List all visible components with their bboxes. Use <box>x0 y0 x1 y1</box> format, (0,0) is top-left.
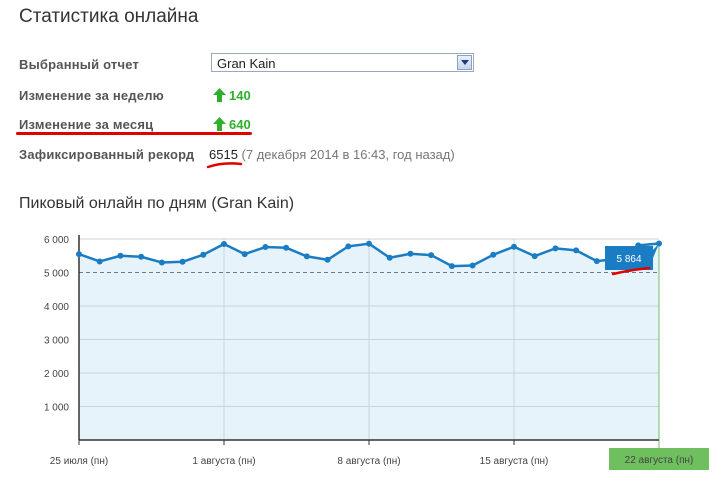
page-title: Статистика онлайна <box>19 6 199 27</box>
data-point <box>158 259 165 266</box>
online-chart: 1 000 2 000 3 000 4 000 5 000 6 000 25 июля (п… <box>44 235 709 470</box>
data-point <box>573 247 580 254</box>
data-point <box>407 250 414 257</box>
data-point <box>366 240 372 247</box>
week-value-text: 140 <box>229 88 251 103</box>
y-tick-label: 5 000 <box>44 269 69 280</box>
month-value-text: 640 <box>229 117 251 132</box>
data-point <box>490 251 497 258</box>
data-point <box>283 244 290 251</box>
up-arrow-icon <box>213 117 226 131</box>
data-point <box>531 253 538 260</box>
data-point <box>138 253 145 260</box>
up-arrow-icon <box>213 88 226 102</box>
data-point <box>117 252 124 259</box>
tooltip-box <box>605 246 653 270</box>
x-tick-label: 25 июля (пн) <box>50 456 108 467</box>
record-note: (7 декабря 2014 в 16:43, год назад) <box>241 147 455 162</box>
data-point <box>262 244 269 251</box>
month-row: Изменение за месяц 640 <box>19 117 251 132</box>
data-point <box>179 258 186 265</box>
data-point <box>428 252 435 259</box>
report-select-value: Gran Kain <box>217 56 276 71</box>
week-row: Изменение за неделю 140 <box>19 88 251 103</box>
data-point <box>324 256 331 263</box>
report-select[interactable]: Gran Kain <box>211 53 474 72</box>
data-point <box>511 243 517 250</box>
data-point <box>345 243 352 250</box>
x-tick-label: 8 августа (пн) <box>337 456 400 467</box>
data-point <box>448 263 455 270</box>
current-day-label-bg <box>609 448 709 470</box>
chart-title: Пиковый онлайн по дням (Gran Kain) <box>19 195 295 212</box>
data-point <box>386 254 393 261</box>
record-red-underline <box>206 162 243 169</box>
y-tick-label: 6 000 <box>44 235 69 246</box>
tooltip-red-underline <box>611 266 651 276</box>
tooltip-value: 5 864 <box>616 254 641 265</box>
report-label: Выбранный отчет <box>19 57 140 72</box>
data-point <box>221 241 227 248</box>
data-point <box>552 245 559 252</box>
record-value: 6515 (7 декабря 2014 в 16:43, год назад) <box>209 147 455 162</box>
week-value: 140 <box>213 88 251 103</box>
month-red-underline <box>16 132 252 135</box>
y-tick-label: 1 000 <box>44 403 69 414</box>
data-point <box>200 251 207 258</box>
month-value: 640 <box>213 117 251 132</box>
record-row: Зафиксированный рекорд 6515 (7 декабря 2… <box>19 147 455 162</box>
data-point <box>96 258 103 265</box>
data-point <box>593 258 600 265</box>
y-tick-label: 3 000 <box>44 336 69 347</box>
data-point <box>303 253 310 260</box>
chevron-down-icon[interactable] <box>457 55 472 70</box>
record-label: Зафиксированный рекорд <box>19 147 195 162</box>
y-tick-label: 4 000 <box>44 302 69 313</box>
y-tick-label: 2 000 <box>44 369 69 380</box>
report-row: Выбранный отчет <box>19 57 139 72</box>
data-point <box>469 262 476 269</box>
x-tick-label: 1 августа (пн) <box>192 456 255 467</box>
record-number: 6515 <box>209 147 238 162</box>
x-tick-label: 15 августа (пн) <box>480 456 549 467</box>
week-label: Изменение за неделю <box>19 88 164 103</box>
x-tick-label: 22 августа (пн) <box>625 455 694 466</box>
data-point <box>241 251 248 258</box>
month-label: Изменение за месяц <box>19 117 154 132</box>
data-point <box>76 251 82 258</box>
